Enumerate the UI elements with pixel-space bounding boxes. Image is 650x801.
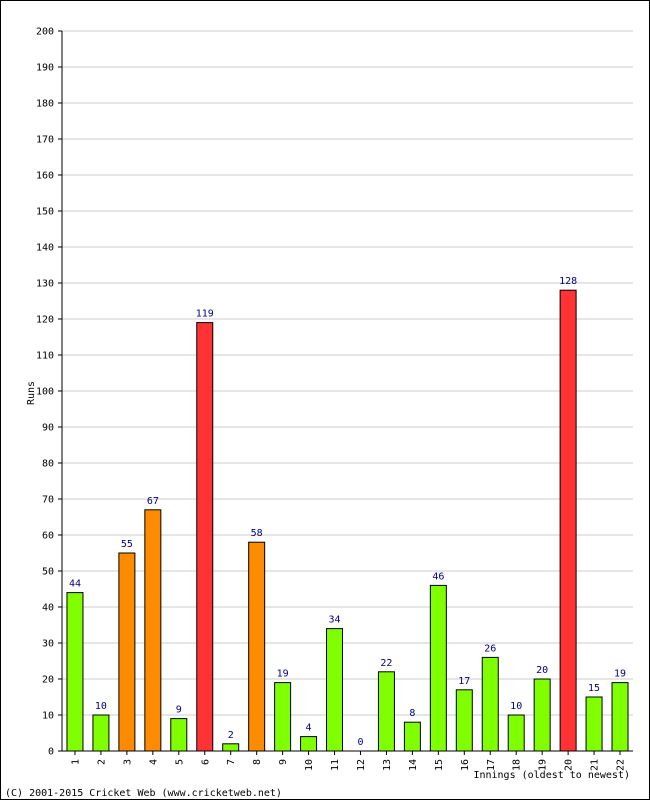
bar-value-label: 26: [484, 643, 496, 654]
copyright-footer: (C) 2001-2015 Cricket Web (www.cricketwe…: [5, 788, 282, 799]
y-tick-label: 150: [36, 207, 54, 218]
bar: [118, 552, 136, 752]
bar: [274, 682, 292, 752]
y-axis-label: Runs: [26, 381, 37, 405]
x-tick-label: 8: [252, 759, 263, 765]
x-tick-label: 1: [70, 759, 81, 765]
y-tick-label: 70: [42, 495, 54, 506]
bar: [66, 592, 84, 752]
bar-value-label: 128: [559, 276, 577, 287]
bar-value-label: 44: [69, 579, 81, 590]
y-tick-label: 180: [36, 99, 54, 110]
bar-value-label: 9: [176, 705, 182, 716]
bar-value-label: 0: [357, 737, 363, 748]
y-tick-label: 190: [36, 63, 54, 74]
bar-value-label: 67: [147, 496, 159, 507]
y-tick-label: 0: [48, 747, 54, 758]
y-tick-label: 200: [36, 27, 54, 38]
bar-value-label: 55: [121, 539, 133, 550]
bar-value-label: 8: [409, 708, 415, 719]
bar-value-label: 19: [614, 669, 626, 680]
x-tick-label: 9: [278, 759, 289, 765]
bar: [326, 628, 344, 752]
x-tick-label: 12: [356, 759, 367, 771]
x-tick-label: 16: [460, 759, 471, 771]
x-tick-label: 11: [330, 759, 341, 771]
bar: [403, 721, 421, 752]
x-tick-label: 19: [538, 759, 549, 771]
x-tick-label: 13: [382, 759, 393, 771]
x-tick-label: 17: [486, 759, 497, 771]
bar: [248, 541, 266, 752]
y-tick-label: 110: [36, 351, 54, 362]
y-tick-label: 50: [42, 567, 54, 578]
bar: [196, 322, 214, 752]
bar: [559, 289, 577, 752]
x-tick-label: 20: [564, 759, 575, 771]
bar: [92, 714, 110, 752]
y-tick-label: 20: [42, 675, 54, 686]
y-tick-label: 90: [42, 423, 54, 434]
bar: [481, 656, 499, 752]
bar: [300, 736, 318, 752]
bar: [377, 671, 395, 752]
y-tick-label: 30: [42, 639, 54, 650]
y-tick-label: 170: [36, 135, 54, 146]
y-tick-label: 60: [42, 531, 54, 542]
y-tick-label: 40: [42, 603, 54, 614]
x-tick-label: 6: [200, 759, 211, 765]
y-tick-label: 100: [36, 387, 54, 398]
value-labels: 44 10 55 67 9 119 2 58 19 4 34 0 22 8 46 17 26 10 20 128 15 1…: [69, 276, 626, 748]
y-tick-label: 80: [42, 459, 54, 470]
y-tick-label: 120: [36, 315, 54, 326]
x-tick-label: 5: [174, 759, 185, 765]
x-tick-label: 3: [122, 759, 133, 765]
bar-value-label: 10: [510, 701, 522, 712]
x-tick-label: 4: [148, 759, 159, 765]
bar-value-label: 20: [536, 665, 548, 676]
bar-value-label: 10: [95, 701, 107, 712]
bar: [455, 689, 473, 752]
y-tick-label: 140: [36, 243, 54, 254]
bar-value-label: 19: [277, 669, 289, 680]
y-tick-label: 160: [36, 171, 54, 182]
x-axis-ticks: 1 2 3 4 5 6 7 8 9 10 11 12 13 14 15 16 17 18 19 20 21 22: [70, 751, 627, 771]
bar-value-label: 46: [432, 571, 444, 582]
y-axis-ticks: 0 10 20 30 40 50 60 70 80 90 100 110 120 130 140 150 160…: [36, 27, 62, 758]
x-axis-label: Innings (oldest to newest): [473, 770, 630, 781]
bar-value-label: 119: [196, 309, 214, 320]
x-tick-label: 10: [304, 759, 315, 771]
bar: [507, 714, 525, 752]
bar-value-label: 22: [380, 658, 392, 669]
bar: [429, 584, 447, 752]
x-tick-label: 18: [512, 759, 523, 771]
x-tick-label: 14: [408, 759, 419, 771]
bar-value-label: 2: [228, 730, 234, 741]
bar: [533, 678, 551, 752]
bar: [144, 509, 162, 752]
bar-value-label: 17: [458, 676, 470, 687]
bar-value-label: 15: [588, 683, 600, 694]
bar: [170, 718, 188, 752]
bar: [585, 696, 603, 752]
x-tick-label: 21: [590, 759, 601, 771]
x-tick-label: 2: [96, 759, 107, 765]
y-tick-label: 130: [36, 279, 54, 290]
y-tick-label: 10: [42, 711, 54, 722]
x-tick-label: 7: [226, 759, 237, 765]
x-tick-label: 22: [616, 759, 627, 771]
bar-value-label: 4: [306, 723, 312, 734]
bar: [611, 682, 629, 752]
x-tick-label: 15: [434, 759, 445, 771]
bar: [222, 743, 240, 752]
bar-value-label: 58: [251, 528, 263, 539]
bar-value-label: 34: [328, 615, 340, 626]
bars: [66, 289, 629, 752]
